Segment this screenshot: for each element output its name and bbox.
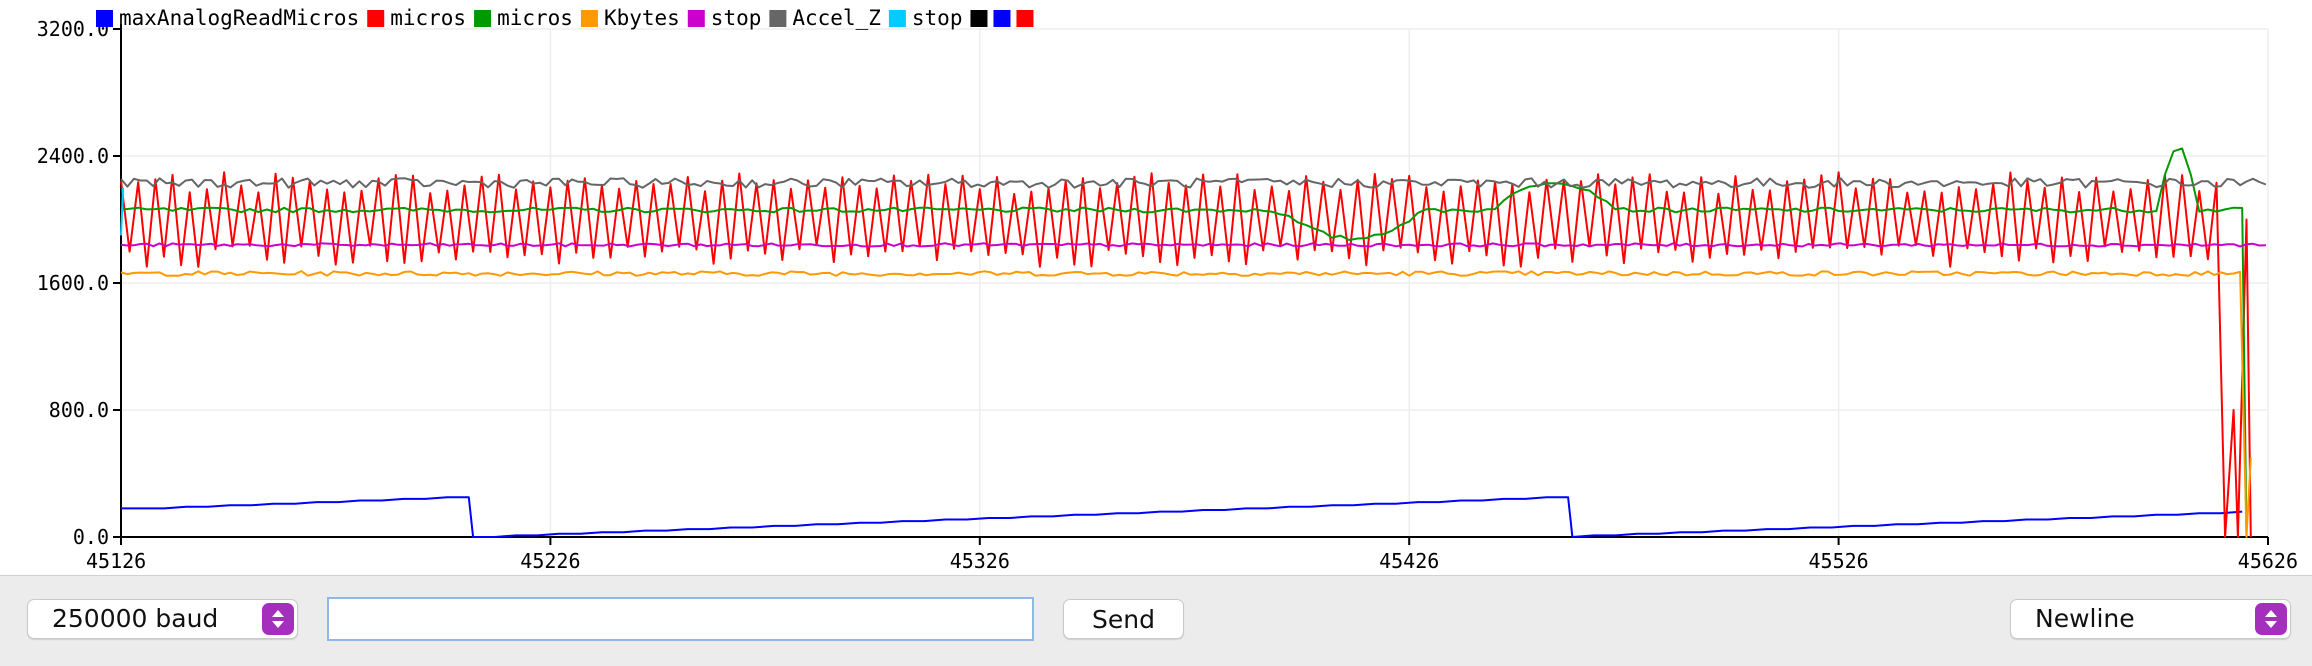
legend-swatch-3: [580, 10, 598, 27]
x-tick-label: 45526: [1808, 549, 1868, 573]
data-series: [120, 147, 2267, 538]
line-ending-select[interactable]: Newline: [2010, 599, 2291, 639]
legend-swatch-7: [970, 10, 988, 27]
x-tick-label: 45426: [1379, 549, 1439, 573]
legend-swatch-6: [888, 10, 906, 27]
baud-rate-label: 250000 baud: [52, 604, 219, 633]
series-line-micros-2: [120, 147, 2248, 538]
send-button[interactable]: Send: [1063, 599, 1184, 639]
x-tick-label: 45326: [950, 549, 1010, 573]
legend-label-2: micros: [497, 6, 573, 30]
legend-swatch-1: [367, 10, 385, 27]
baud-rate-select[interactable]: 250000 baud: [27, 599, 298, 639]
legend-swatch-5: [769, 10, 787, 27]
legend-label-6: stop: [912, 6, 963, 30]
line-ending-label: Newline: [2035, 604, 2135, 633]
y-tick-label: 2400.0: [37, 144, 109, 168]
x-tick-label: 45226: [520, 549, 580, 573]
legend-label-1: micros: [390, 6, 466, 30]
legend-swatch-9: [1016, 10, 1034, 27]
legend-label-3: Kbytes: [604, 6, 680, 30]
legend-swatch-0: [96, 10, 113, 27]
series-line-micros-1: [120, 171, 2252, 538]
legend-swatch-8: [993, 10, 1011, 27]
grid-lines: [120, 28, 2269, 538]
series-line-stop-6: [120, 187, 125, 236]
y-tick-label: 800.0: [49, 398, 109, 422]
series-line-stop-4: [120, 242, 2266, 248]
serial-input-field[interactable]: [327, 597, 1034, 641]
legend-swatch-4: [687, 10, 705, 27]
serial-controls-bar: 250000 baud Send Newline: [0, 575, 2312, 666]
legend-label-0: maxAnalogReadMicros: [119, 6, 359, 30]
x-tick-label: 45126: [86, 549, 146, 573]
x-tick-label: 45626: [2238, 549, 2298, 573]
series-line-maxanalogreadmicros-0: [121, 496, 2243, 538]
series-line-kbytes-3: [120, 270, 2252, 538]
select-arrows-icon: [2255, 603, 2287, 635]
legend-label-5: Accel_Z: [792, 6, 881, 30]
series-line-accel-z-5: [120, 177, 2267, 189]
legend-label-4: stop: [711, 6, 762, 30]
legend-swatch-2: [474, 10, 492, 27]
select-arrows-icon: [262, 603, 294, 635]
y-tick-label: 1600.0: [37, 271, 109, 295]
y-tick-label: 0.0: [73, 525, 109, 549]
legend: maxAnalogReadMicros micros micros Kbytes sto…: [96, 6, 1034, 30]
